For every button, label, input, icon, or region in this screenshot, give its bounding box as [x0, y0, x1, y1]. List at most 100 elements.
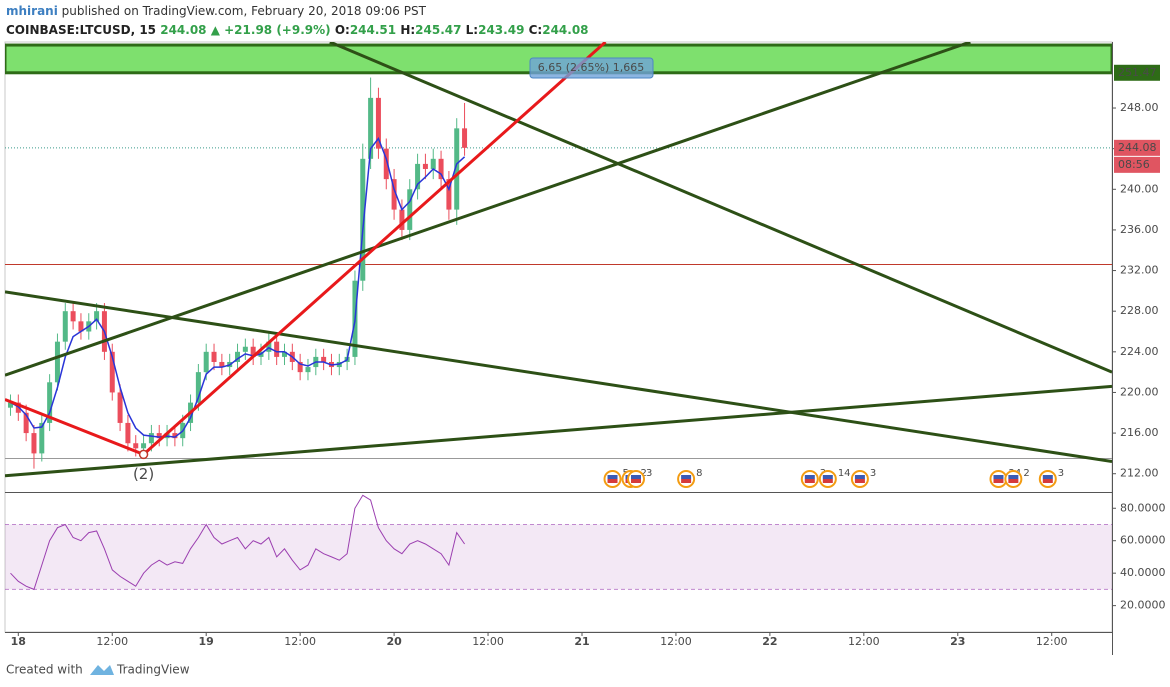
countdown: 08:56	[1118, 158, 1150, 171]
rsi-band	[5, 524, 1112, 590]
event-count: 14	[838, 468, 851, 479]
symbol: COINBASE:LTCUSD, 15	[6, 23, 156, 37]
event-flag	[993, 475, 1004, 479]
publish-line: mhirani published on TradingView.com, Fe…	[6, 4, 427, 18]
event-flag-stripes	[804, 479, 815, 483]
rsi-tick-label: 60.0000	[1120, 534, 1166, 547]
candle-body	[78, 321, 84, 332]
event-count: 2	[1023, 468, 1029, 479]
candle-body	[360, 158, 366, 281]
candle-body	[109, 351, 115, 393]
pivot-label: (2)	[133, 465, 154, 483]
trend-line	[142, 42, 607, 456]
candle-body	[54, 341, 60, 383]
rsi-tick-label: 40.0000	[1120, 566, 1166, 579]
event-flag-stripes	[854, 479, 865, 483]
x-tick-label: 12:00	[660, 635, 692, 648]
event-flag	[804, 475, 815, 479]
candle-body	[415, 163, 421, 190]
logo	[90, 665, 114, 675]
candle-body	[321, 356, 327, 362]
trend-line	[5, 384, 1112, 478]
ohlc-label: H:	[400, 23, 415, 37]
candle-body	[383, 148, 389, 180]
candle-body	[172, 433, 178, 439]
candle-body	[195, 372, 201, 403]
ohlc-label: O:	[335, 23, 350, 37]
ema-line	[10, 136, 466, 438]
event-flag-stripes	[1008, 479, 1019, 483]
candle-body	[211, 351, 217, 362]
zone-price: 251.47	[1118, 66, 1157, 79]
candle-body	[235, 351, 241, 362]
event-flag-stripes	[631, 479, 642, 483]
candle-body	[438, 158, 444, 180]
ohlc-value: 244.08	[542, 23, 588, 37]
current-price: 244.08	[1118, 141, 1157, 154]
candle-body	[148, 433, 154, 444]
candle-body	[281, 351, 287, 357]
rsi-pane	[5, 494, 1112, 591]
rsi-tick-label: 20.0000	[1120, 599, 1166, 612]
current-price-box	[1114, 139, 1160, 156]
zone-price-box	[1114, 64, 1160, 81]
footer: Created with TradingView	[6, 663, 190, 677]
ohlc-value: 243.49	[478, 23, 524, 37]
y-tick-label: 240.00	[1120, 182, 1159, 195]
candle-body	[454, 128, 460, 210]
candle-body	[422, 163, 428, 169]
trend-line	[5, 290, 1112, 464]
y-tick-label: 212.00	[1120, 467, 1159, 480]
trend-line	[5, 398, 145, 456]
header: mhirani published on TradingView.com, Fe…	[6, 4, 589, 37]
candle-body	[407, 189, 413, 230]
trend-line	[329, 42, 1112, 374]
ohlc-value: 245.47	[415, 23, 461, 37]
change: ▲ +21.98 (+9.9%)	[211, 23, 331, 37]
candle-body	[368, 97, 374, 159]
x-tick-label: 22	[762, 635, 777, 648]
x-tick-label: 19	[199, 635, 214, 648]
candle-body	[297, 361, 303, 373]
author[interactable]: mhirani	[6, 4, 58, 18]
candle-body	[274, 341, 280, 357]
x-tick-label: 23	[950, 635, 965, 648]
x-tick-label: 18	[11, 635, 26, 648]
event-count: 8	[696, 468, 702, 479]
candle-body	[250, 346, 256, 357]
event-flag	[1008, 475, 1019, 479]
event-flag	[1042, 475, 1053, 479]
y-tick-label: 220.00	[1120, 385, 1159, 398]
event-flag	[631, 475, 642, 479]
candle-body	[94, 311, 100, 322]
y-tick-label: 236.00	[1120, 223, 1159, 236]
trend-line	[5, 42, 971, 377]
x-tick-label: 20	[386, 635, 402, 648]
candle-body	[242, 346, 248, 352]
event-flag	[822, 475, 833, 479]
event-flag	[854, 475, 865, 479]
event-flag	[681, 475, 692, 479]
last: 244.08	[160, 23, 206, 37]
x-tick-label: 12:00	[96, 635, 128, 648]
measure-label: 6.65 (2.65%) 1,665	[538, 61, 645, 74]
event-flag-stripes	[822, 479, 833, 483]
candle-body	[156, 433, 162, 439]
candle-body	[7, 402, 13, 408]
countdown-box	[1114, 156, 1160, 173]
candle-body	[62, 311, 68, 342]
y-tick-label: 228.00	[1120, 304, 1159, 317]
brand[interactable]: TradingView	[116, 663, 190, 677]
candle-body	[31, 433, 37, 454]
y-tick-label: 216.00	[1120, 426, 1159, 439]
candle-body	[305, 367, 311, 373]
ohlc-value: 244.51	[350, 23, 396, 37]
event-count: 3	[1058, 468, 1064, 479]
plot: (2)523831432423212.00216.00220.00224.002…	[5, 42, 1166, 648]
x-tick-label: 12:00	[848, 635, 880, 648]
rsi-line	[10, 494, 466, 591]
candle-body	[266, 341, 272, 352]
event-flag	[607, 475, 618, 479]
candle-body	[70, 311, 76, 322]
